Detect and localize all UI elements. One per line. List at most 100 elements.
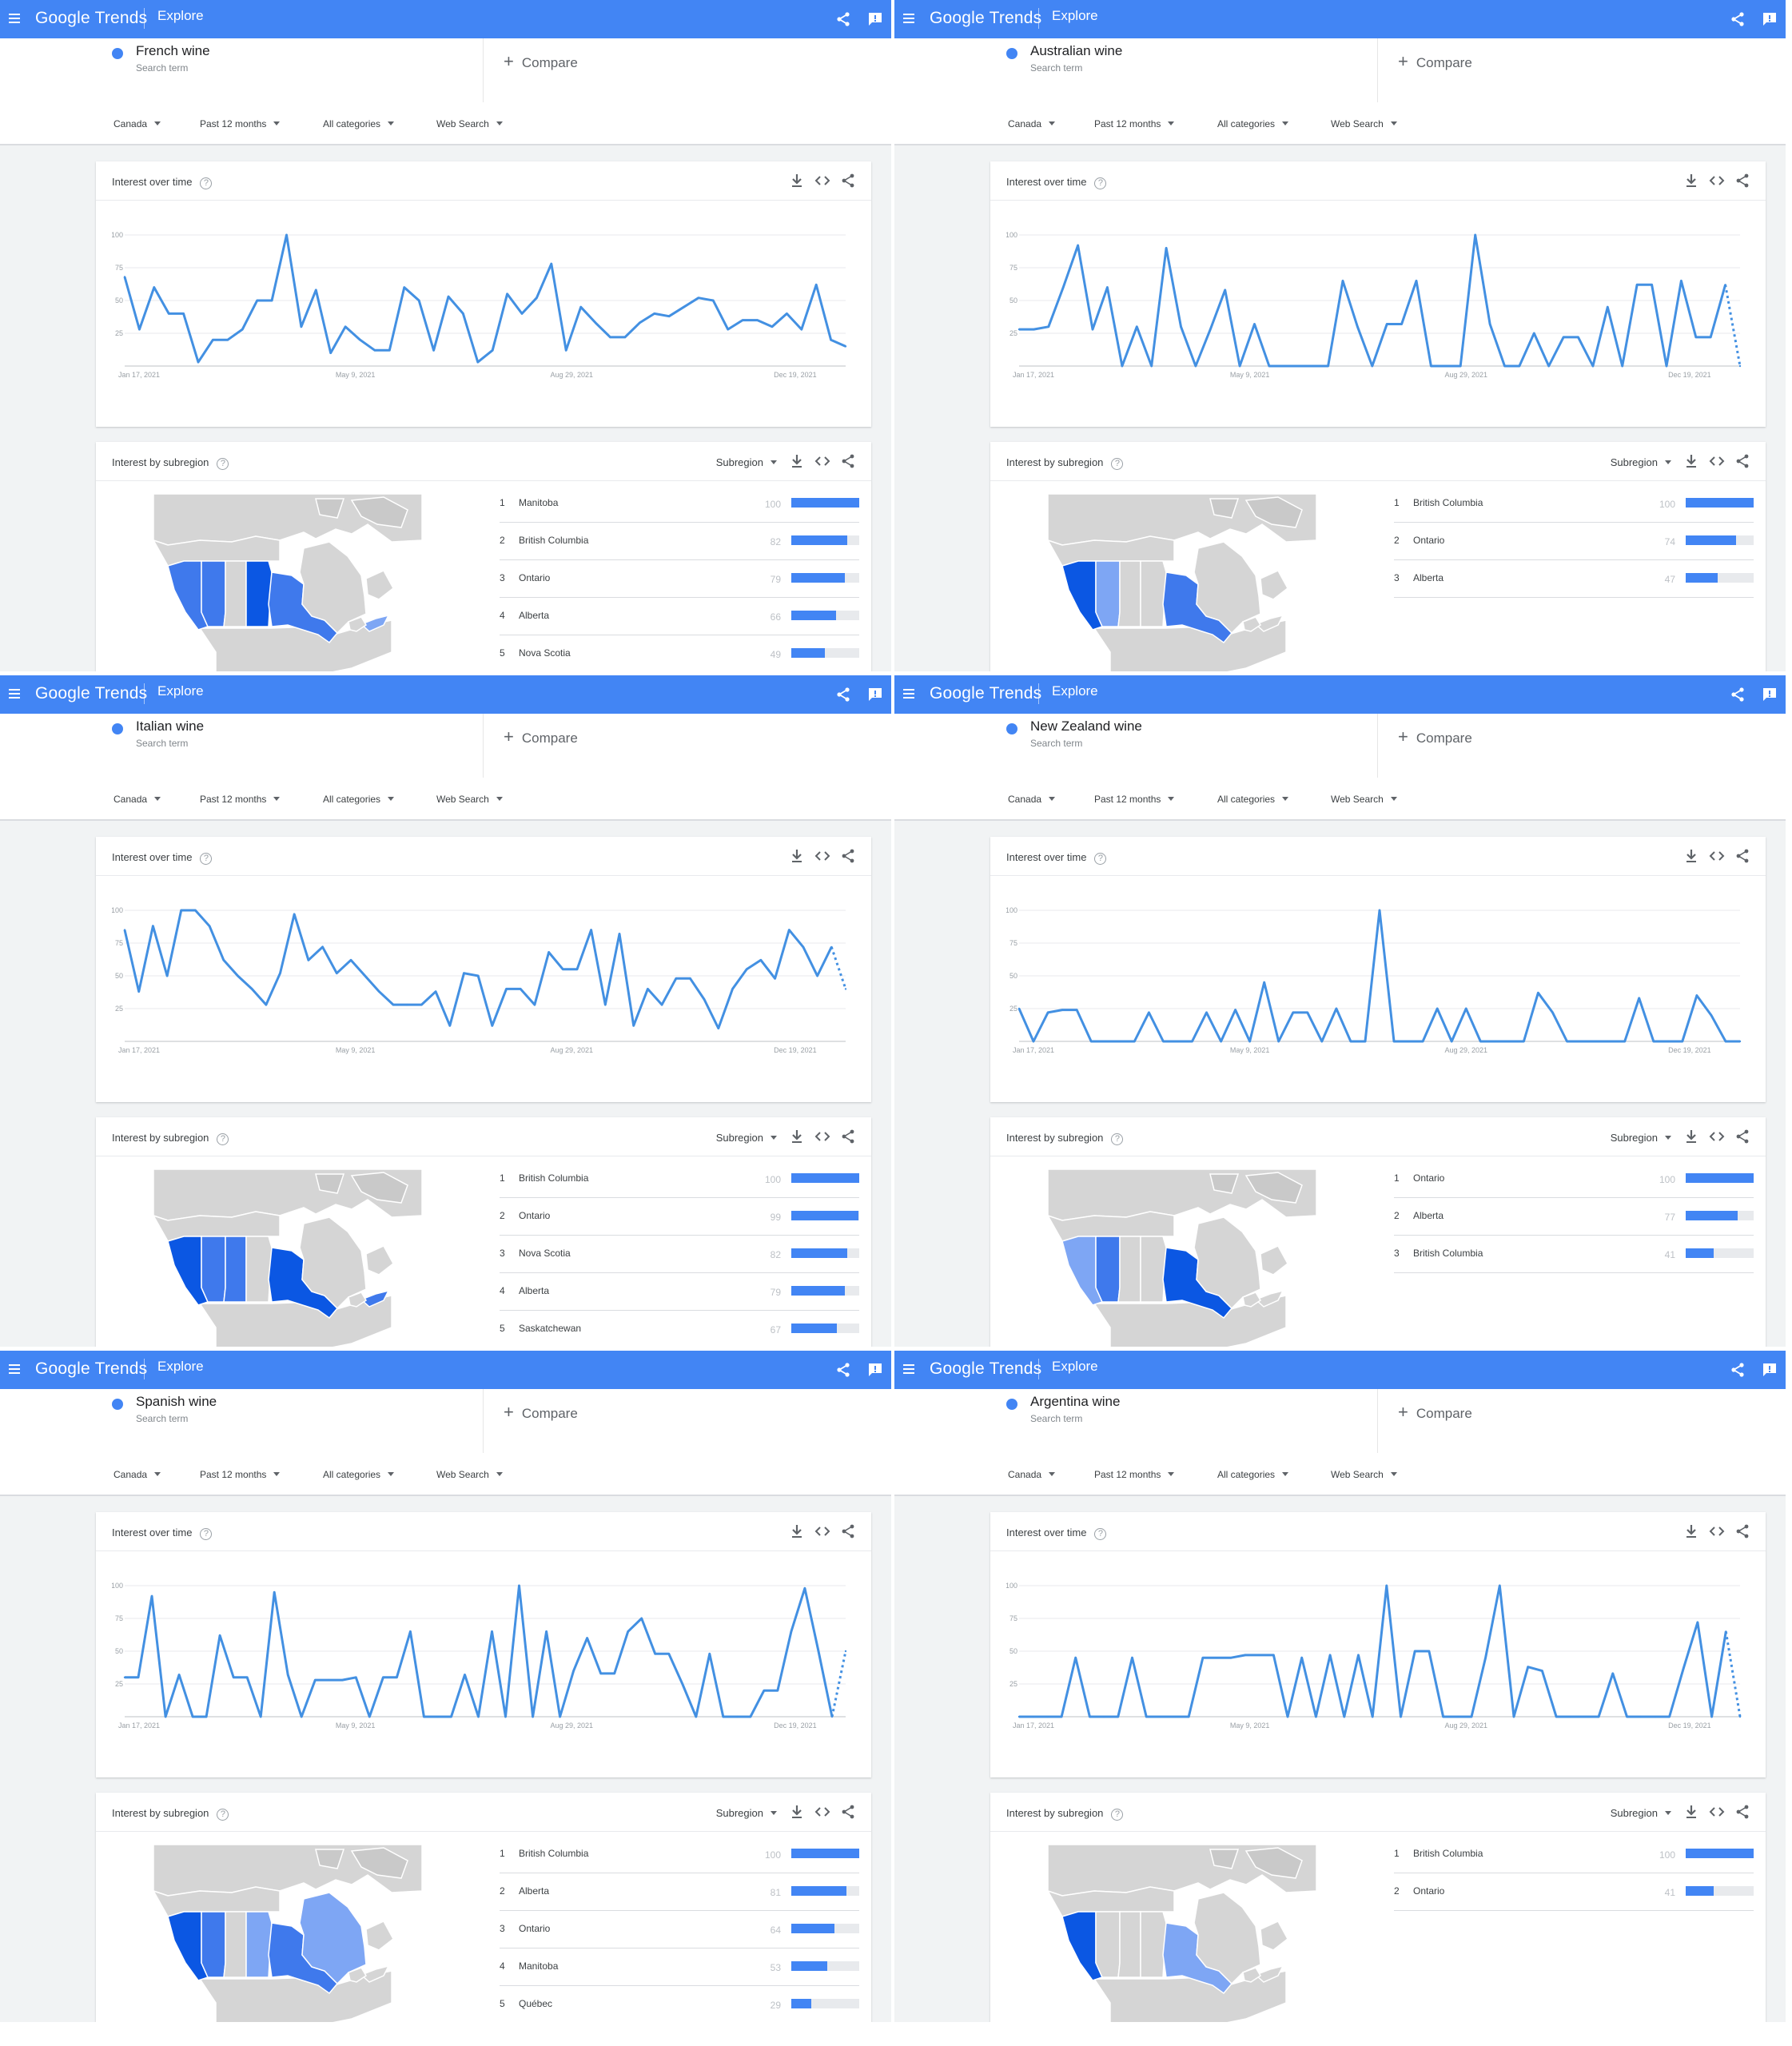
data-point[interactable]	[1623, 1040, 1626, 1043]
data-point[interactable]	[590, 929, 592, 931]
data-point[interactable]	[830, 1715, 834, 1718]
data-point[interactable]	[1089, 1715, 1091, 1718]
data-point[interactable]	[1436, 1007, 1439, 1010]
data-point[interactable]	[1017, 328, 1021, 331]
map-region-quebec[interactable]	[1193, 541, 1261, 635]
map-region-newfoundland[interactable]	[365, 1921, 394, 1951]
data-point[interactable]	[1060, 1715, 1063, 1718]
data-point[interactable]	[731, 988, 734, 990]
app-brand[interactable]: Google Trends	[35, 1359, 148, 1378]
app-brand[interactable]: Google Trends	[35, 9, 148, 27]
data-point[interactable]	[1609, 1040, 1611, 1043]
data-point[interactable]	[550, 262, 552, 265]
data-point[interactable]	[562, 968, 564, 970]
map-region-new-brunswick[interactable]	[1242, 1292, 1262, 1308]
data-point[interactable]	[123, 1676, 126, 1678]
share-icon[interactable]	[1728, 685, 1747, 704]
search-term[interactable]: French wine	[136, 43, 210, 58]
data-point[interactable]	[536, 297, 538, 299]
data-point[interactable]	[609, 336, 611, 339]
data-point[interactable]	[341, 1678, 344, 1682]
data-point[interactable]	[1444, 364, 1447, 368]
category-filter[interactable]: All categories	[1217, 1469, 1289, 1480]
subregion-selector[interactable]: Subregion	[1611, 456, 1671, 468]
data-point[interactable]	[1680, 280, 1682, 282]
data-point[interactable]	[689, 977, 691, 980]
data-point[interactable]	[1724, 284, 1726, 286]
data-point[interactable]	[1611, 1672, 1614, 1675]
geo-filter[interactable]: Canada	[113, 794, 161, 805]
map-region-new-brunswick[interactable]	[348, 616, 368, 632]
app-brand[interactable]: Google Trends	[930, 684, 1042, 703]
data-point[interactable]	[722, 1715, 724, 1718]
menu-icon[interactable]	[901, 685, 918, 704]
map-region-nova-scotia[interactable]	[360, 1964, 390, 1983]
subregion-selector[interactable]: Subregion	[1611, 1807, 1671, 1819]
region-row[interactable]: 1 Manitoba 100	[500, 485, 859, 523]
data-point[interactable]	[647, 988, 649, 990]
data-point[interactable]	[1654, 1715, 1657, 1718]
data-point[interactable]	[1479, 1040, 1482, 1043]
map-region-nova-scotia[interactable]	[1254, 1964, 1284, 1983]
map-region-newfoundland[interactable]	[1260, 1245, 1288, 1276]
data-point[interactable]	[1312, 364, 1315, 368]
subregion-selector[interactable]: Subregion	[1611, 1132, 1671, 1144]
data-point[interactable]	[717, 1027, 719, 1029]
map-region-saskatchewan[interactable]	[1117, 1236, 1141, 1303]
data-point[interactable]	[506, 293, 508, 295]
data-point[interactable]	[1474, 233, 1476, 237]
data-point[interactable]	[164, 1715, 167, 1718]
data-point[interactable]	[1349, 1040, 1352, 1043]
app-brand[interactable]: Google Trends	[930, 1359, 1042, 1378]
data-point[interactable]	[222, 959, 225, 961]
help-icon[interactable]: ?	[1111, 1133, 1124, 1145]
data-point[interactable]	[1428, 1650, 1431, 1653]
canada-map[interactable]	[1046, 1168, 1318, 1347]
property-filter[interactable]: Web Search	[1331, 118, 1397, 129]
share-icon[interactable]	[1728, 10, 1747, 29]
data-point[interactable]	[1148, 1011, 1150, 1014]
time-filter[interactable]: Past 12 months	[1094, 1469, 1175, 1480]
map-region-manitoba[interactable]	[245, 1911, 273, 1978]
data-point[interactable]	[1150, 364, 1153, 368]
data-point[interactable]	[683, 306, 685, 308]
data-point[interactable]	[1508, 1040, 1511, 1043]
data-point[interactable]	[476, 360, 479, 364]
embed-icon[interactable]	[1708, 846, 1726, 866]
data-point[interactable]	[1343, 1715, 1345, 1718]
data-point[interactable]	[1364, 1040, 1367, 1043]
data-point[interactable]	[604, 1003, 607, 1006]
search-term-card[interactable]: Argentina wine Search term	[990, 1389, 1378, 1453]
data-point[interactable]	[1205, 1011, 1208, 1014]
data-point[interactable]	[708, 1653, 711, 1655]
download-icon[interactable]	[788, 452, 806, 471]
compare-button[interactable]: + Compare	[1398, 726, 1472, 747]
data-point[interactable]	[477, 1715, 480, 1718]
download-icon[interactable]	[788, 1802, 806, 1821]
map-region-saskatchewan[interactable]	[223, 1236, 247, 1303]
embed-icon[interactable]	[814, 1522, 831, 1541]
data-point[interactable]	[434, 990, 437, 993]
data-point[interactable]	[756, 319, 759, 321]
data-point[interactable]	[1626, 1715, 1628, 1718]
region-row[interactable]: 3 Nova Scotia 82	[500, 1236, 859, 1273]
data-point[interactable]	[1062, 286, 1065, 289]
map-region-new-brunswick[interactable]	[1242, 616, 1262, 632]
data-point[interactable]	[817, 1650, 820, 1653]
help-icon[interactable]: ?	[217, 1809, 229, 1821]
data-point[interactable]	[776, 1690, 779, 1692]
map-region-quebec[interactable]	[299, 541, 367, 635]
share-icon[interactable]	[1734, 846, 1751, 866]
data-point[interactable]	[1595, 1040, 1597, 1043]
data-point[interactable]	[1209, 328, 1212, 331]
region-row[interactable]: 3 Ontario 64	[500, 1911, 859, 1948]
data-point[interactable]	[594, 321, 597, 324]
data-point[interactable]	[1105, 1040, 1107, 1043]
property-filter[interactable]: Web Search	[436, 118, 503, 129]
data-point[interactable]	[355, 1676, 357, 1678]
data-point[interactable]	[815, 284, 818, 286]
data-point[interactable]	[491, 1630, 493, 1633]
region-row[interactable]: 2 Ontario 74	[1394, 523, 1754, 560]
data-point[interactable]	[1725, 1630, 1727, 1633]
data-point[interactable]	[586, 1637, 588, 1639]
